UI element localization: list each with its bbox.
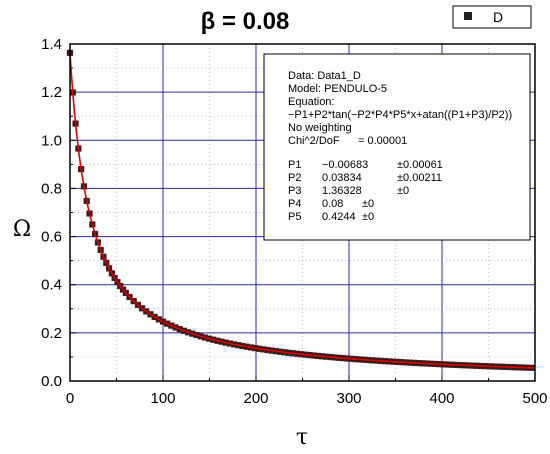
y-tick-labels: 0.0 0.2 0.4 0.6 0.8 1.0 1.2 1.4 — [41, 36, 62, 390]
x-tick-label: 0 — [66, 390, 74, 407]
fit-equation-label: Equation: — [288, 96, 334, 108]
fit-equation: −P1+P2*tan(−P2*P4*P5*x+atan((P1+P3)/P2)) — [288, 109, 512, 121]
fit-results-frame — [263, 53, 531, 241]
fit-param-name: P2 — [288, 172, 301, 184]
fit-param-name: P1 — [288, 159, 301, 171]
fit-data-line: Data: Data1_D — [288, 70, 361, 82]
legend-entry-d: D — [493, 9, 503, 25]
fit-param-error: ±0.00211 — [397, 172, 442, 184]
y-tick-label: 0.8 — [41, 180, 62, 197]
fit-param-value: −0.00683 — [322, 159, 368, 171]
fit-param-value: 0.4244 — [322, 211, 356, 223]
legend: D — [452, 5, 532, 29]
fit-param-value: 1.36328 — [322, 185, 362, 197]
x-tick-label: 100 — [150, 390, 175, 407]
fit-param-name: P5 — [288, 211, 301, 223]
x-tick-label: 400 — [429, 390, 454, 407]
fit-param-value: 0.03834 — [322, 172, 362, 184]
legend-marker — [464, 12, 472, 20]
x-tick-label: 500 — [522, 390, 547, 407]
fit-param-name: P3 — [288, 185, 301, 197]
legend-box — [452, 5, 532, 29]
fit-results-box: Data: Data1_D Model: PENDULO-5 Equation:… — [263, 53, 531, 241]
fit-chi-label: Chi^2/DoF — [288, 135, 340, 147]
fit-param-error: ±0 — [397, 185, 409, 197]
fit-parameters: P1 −0.00683 ±0.00061 P2 0.03834 ±0.00211 P3 1.3… — [288, 159, 443, 223]
fit-model-line: Model: PENDULO-5 — [288, 83, 387, 95]
fit-param-error: ±0 — [362, 198, 374, 210]
fit-param-error: ±0 — [362, 211, 374, 223]
fit-curve — [69, 52, 536, 369]
fit-param-value: 0.08 — [322, 198, 343, 210]
y-tick-label: 1.0 — [41, 132, 62, 149]
y-axis-label: Ω — [13, 217, 31, 242]
y-tick-label: 0.4 — [41, 277, 62, 294]
y-tick-label: 0.6 — [41, 229, 62, 246]
y-tick-label: 0.2 — [41, 325, 62, 342]
fit-param-name: P4 — [288, 198, 301, 210]
x-axis-label: τ — [296, 425, 308, 449]
fit-chi-value: = 0.00001 — [358, 135, 407, 147]
x-tick-label: 300 — [336, 390, 361, 407]
y-tick-label: 1.4 — [41, 36, 62, 53]
x-tick-label: 200 — [243, 390, 268, 407]
fit-param-error: ±0.00061 — [397, 159, 443, 171]
x-tick-labels: 0 100 200 300 400 500 — [66, 390, 548, 407]
fit-weighting: No weighting — [288, 122, 352, 134]
plot-frame — [69, 43, 536, 382]
chart-title: β = 0.08 — [201, 8, 290, 35]
y-tick-label: 0.0 — [41, 373, 62, 390]
y-tick-label: 1.2 — [41, 84, 62, 101]
